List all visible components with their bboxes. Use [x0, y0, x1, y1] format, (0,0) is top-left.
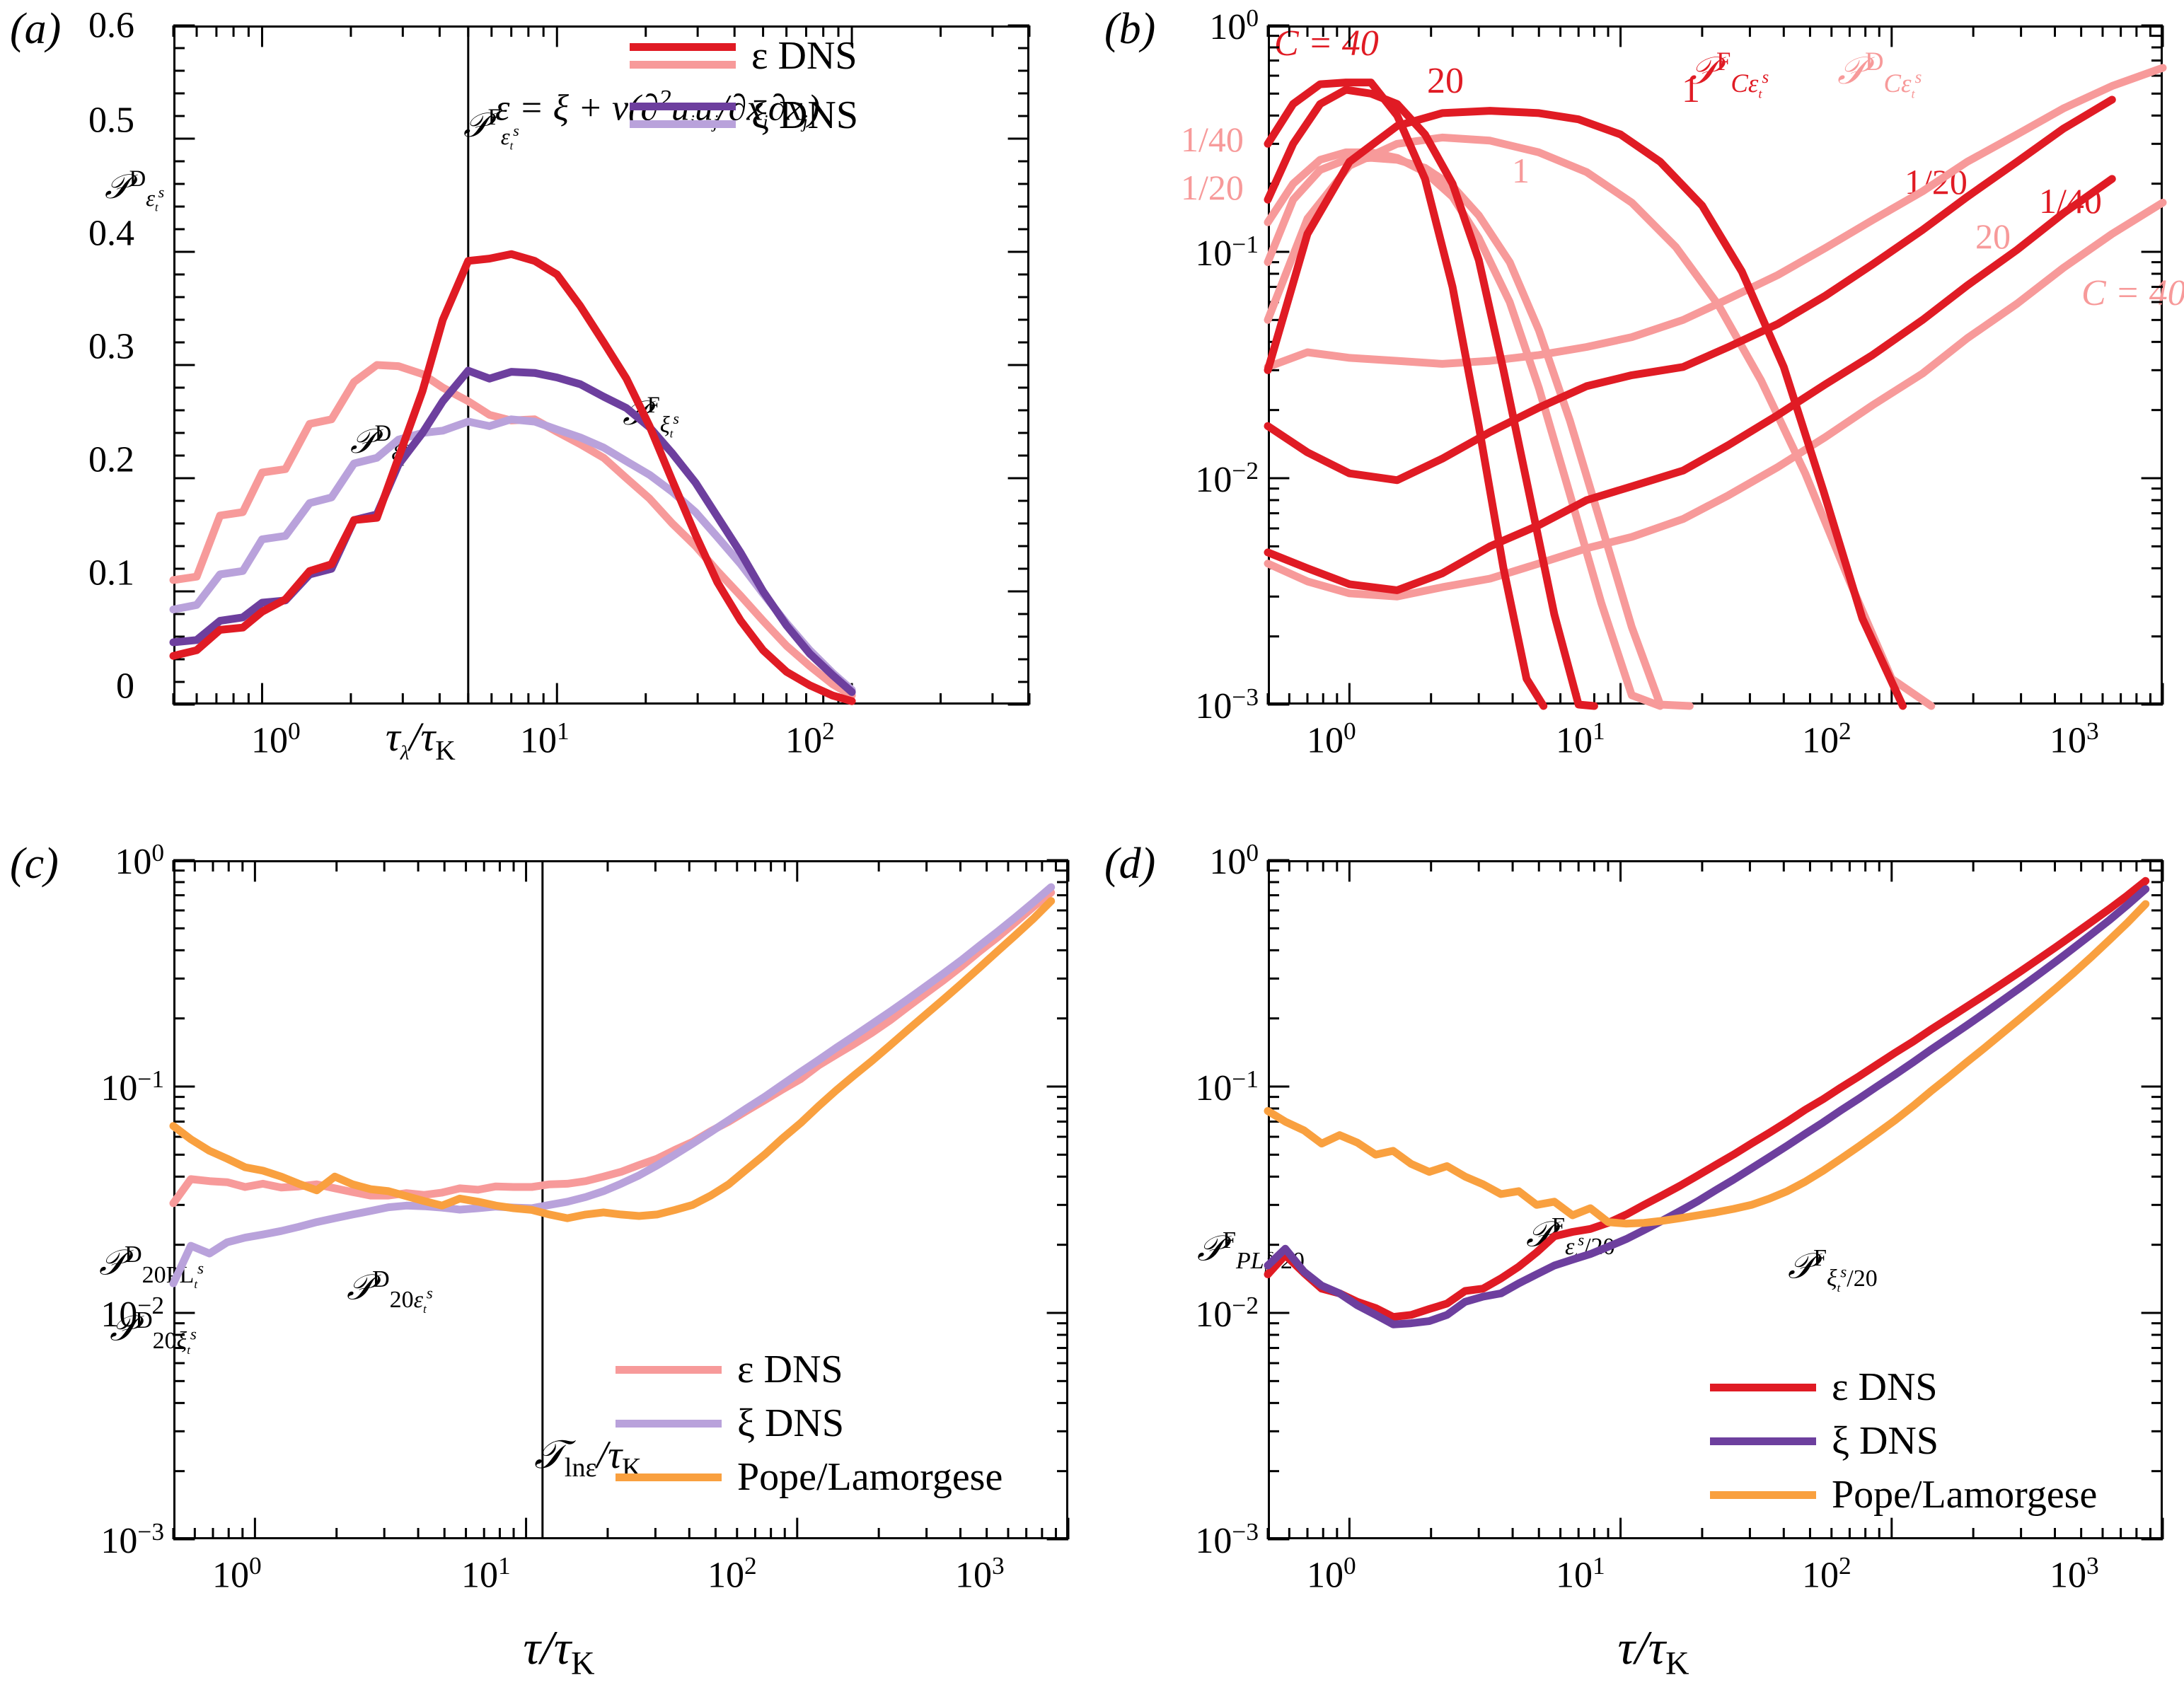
panel-c-xtick-0: 100: [212, 1551, 262, 1596]
panel-a-plot-area: [173, 25, 1029, 705]
panel-d-legend: ε DNS ξ DNS Pope/Lamorgese: [1710, 1365, 2097, 1517]
panel-b-label-20-dark: 20: [1427, 61, 1464, 101]
panel-b-label-140-dark: 1/40: [2039, 181, 2102, 221]
panel-c-legend: ε DNS ξ DNS Pope/Lamorgese: [616, 1348, 1003, 1499]
panel-c-xaxis-label: τ/τK: [523, 1621, 595, 1682]
panel-d-legend-label-xi: ξ DNS: [1832, 1419, 1939, 1463]
panel-a-ytick-0: 0: [116, 666, 134, 707]
panel-a-xtick-1: 101: [520, 717, 570, 761]
panel-a-legend-swatch-xi: [630, 103, 736, 128]
panel-b-label-120-light: 1/20: [1181, 168, 1244, 207]
panel-a-ytick-1: 0.1: [88, 552, 134, 593]
panel-c-curves: [169, 859, 1070, 1541]
panel-d-letter: (d): [1104, 840, 1156, 888]
panel-d-legend-row-pl: Pope/Lamorgese: [1710, 1473, 2097, 1517]
panel-d-legend-row-eps: ε DNS: [1710, 1365, 2097, 1409]
panel-a-legend-row-eps: ε DNS: [630, 34, 858, 78]
panel-c-legend-row-eps: ε DNS: [616, 1348, 1003, 1391]
panel-c-legend-swatch-eps: [616, 1365, 722, 1374]
panel-c-label-PD-20PL: 𝒫D20PLts: [99, 1241, 204, 1291]
panel-d-legend-swatch-eps: [1710, 1383, 1816, 1391]
panel-a-legend-label-eps: ε DNS: [751, 34, 857, 78]
panel-b-ytick-3: 100: [1209, 3, 1259, 48]
panel-d-legend-label-pl: Pope/Lamorgese: [1832, 1473, 2098, 1517]
panel-c-legend-row-xi: ξ DNS: [616, 1401, 1003, 1445]
panel-a-ytick-2: 0.2: [88, 439, 134, 480]
panel-d-ytick-1: 10−2: [1195, 1290, 1259, 1336]
panel-c-ytick-2: 10−1: [100, 1064, 164, 1109]
panel-d: (d) 100 10−1 10−2 10−3 100 101 102 103 τ…: [1094, 835, 2184, 1685]
panel-a-ytick-3: 0.3: [88, 326, 134, 367]
panel-c-xtick-2: 102: [707, 1551, 757, 1596]
panel-a-xtick-2: 102: [785, 717, 835, 761]
panel-a-label-PD-eps: 𝒫Dεts: [105, 166, 165, 214]
panel-c-vline-label: 𝒯lnε/τK: [534, 1433, 642, 1483]
panel-d-legend-row-xi: ξ DNS: [1710, 1419, 2097, 1463]
panel-d-curves: [1264, 859, 2164, 1541]
panel-a-legend-label-xi: ξ DNS: [751, 93, 858, 137]
panel-c-xtick-1: 101: [461, 1551, 511, 1596]
panel-a-letter: (a): [10, 5, 62, 53]
panel-d-xtick-3: 103: [2050, 1551, 2099, 1596]
panel-d-xaxis-label: τ/τK: [1617, 1621, 1689, 1682]
panel-c-legend-swatch-xi: [616, 1419, 722, 1428]
panel-c-legend-label-pl: Pope/Lamorgese: [737, 1455, 1003, 1499]
panel-d-ytick-2: 10−1: [1195, 1064, 1259, 1109]
panel-c-label-PD-20eps: 𝒫D20εts: [347, 1266, 433, 1316]
panel-c-ytick-1: 10−2: [100, 1290, 164, 1336]
panel-b-label-1-light: 1: [1512, 151, 1530, 190]
panel-b: (b) 100 10−1 10−2 10−3 100 101 102 103 C…: [1094, 0, 2184, 778]
panel-d-xtick-2: 102: [1802, 1551, 1851, 1596]
panel-b-xtick-1: 101: [1556, 717, 1605, 761]
panel-a-ytick-6: 0.6: [88, 5, 134, 46]
panel-b-label-PD-Ceps: 𝒫DCεts: [1837, 47, 1922, 101]
panel-c-legend-label-xi: ξ DNS: [737, 1401, 844, 1445]
panel-c-ytick-0: 10−3: [100, 1517, 164, 1562]
panel-b-xtick-0: 100: [1307, 717, 1356, 761]
panel-b-ytick-1: 10−2: [1195, 456, 1259, 501]
panel-b-label-C40-dark: C = 40: [1274, 23, 1379, 64]
panel-a-xtick-0: 100: [251, 717, 301, 761]
panel-d-legend-swatch-pl: [1710, 1490, 1816, 1499]
panel-a-ytick-5: 0.5: [88, 100, 134, 141]
panel-b-label-1-dark: 1: [1682, 70, 1700, 110]
panel-b-xtick-3: 103: [2050, 717, 2099, 761]
panel-a-legend-swatch-eps: [630, 43, 736, 69]
panel-b-label-PF-Ceps: 𝒫FCεts: [1689, 47, 1769, 101]
panel-a-curves: [169, 24, 1031, 706]
panel-d-xtick-0: 100: [1307, 1551, 1356, 1596]
panel-a-legend: ε DNS ξ DNS: [630, 34, 858, 137]
panel-c-legend-label-eps: ε DNS: [737, 1348, 843, 1391]
panel-a-vline-label: τλ/τK: [386, 714, 456, 766]
panel-c-letter: (c): [10, 840, 59, 888]
panel-b-xtick-2: 102: [1802, 717, 1851, 761]
panel-d-legend-swatch-xi: [1710, 1437, 1816, 1445]
panel-c-legend-row-pl: Pope/Lamorgese: [616, 1455, 1003, 1499]
panel-c-xtick-3: 103: [955, 1551, 1005, 1596]
panel-b-label-C40-light: C = 40: [2081, 273, 2184, 313]
panel-b-ytick-0: 10−3: [1195, 682, 1259, 727]
panel-b-letter: (b): [1104, 5, 1156, 53]
panel-c: (c) 100 10−1 10−2 10−3 100 101 102 103 τ…: [0, 835, 1090, 1685]
panel-b-ytick-2: 10−1: [1195, 229, 1259, 274]
panel-d-legend-label-eps: ε DNS: [1832, 1365, 1938, 1409]
panel-c-plot-area: [173, 860, 1068, 1539]
panel-a-legend-row-xi: ξ DNS: [630, 93, 858, 137]
panel-c-ytick-3: 100: [115, 838, 164, 883]
panel-b-label-140-light: 1/40: [1181, 120, 1244, 159]
panel-d-label-PF-PL: 𝒫FPLts/20: [1197, 1227, 1305, 1277]
panel-c-legend-swatch-pl: [616, 1473, 722, 1481]
panel-d-xtick-1: 101: [1556, 1551, 1605, 1596]
panel-d-label-PF-xi: 𝒫Fξts/20: [1788, 1245, 1878, 1295]
panel-b-label-20-light: 20: [1975, 216, 2011, 256]
panel-a: (a) 0 0.1 0.2 0.3 0.4 0.5 0.6 100 101 10…: [0, 0, 1090, 778]
panel-d-ytick-3: 100: [1209, 838, 1259, 883]
panel-b-curves: [1264, 24, 2167, 710]
panel-d-ytick-0: 10−3: [1195, 1517, 1259, 1562]
panel-a-ytick-4: 0.4: [88, 213, 134, 254]
